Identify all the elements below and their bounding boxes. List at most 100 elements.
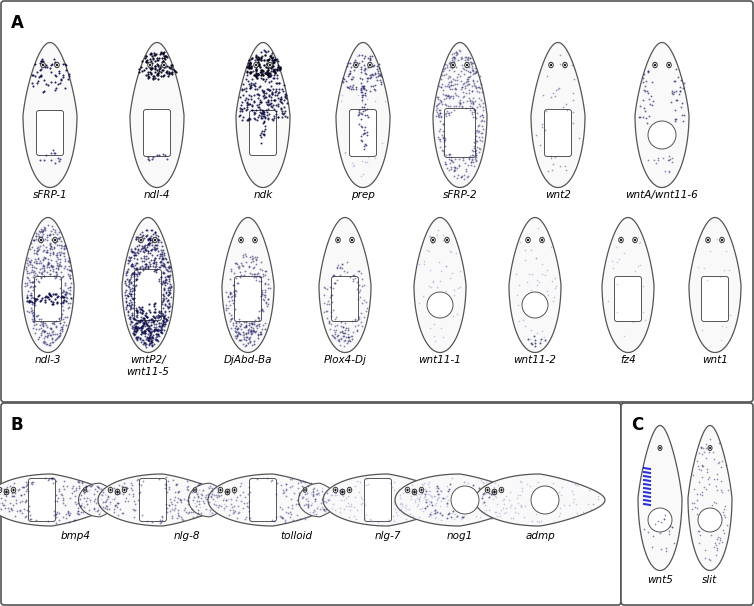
Point [109, 501, 121, 510]
Point [161, 154, 173, 164]
Point [97, 497, 109, 507]
Point [139, 326, 152, 336]
Point [512, 301, 524, 310]
Point [156, 512, 168, 522]
Point [342, 483, 354, 493]
Point [253, 315, 265, 325]
Point [100, 501, 112, 511]
Point [458, 511, 470, 521]
Point [35, 315, 47, 324]
Point [719, 265, 731, 275]
Point [443, 484, 455, 493]
Point [674, 85, 686, 95]
Point [150, 240, 162, 250]
Point [241, 98, 253, 107]
Point [259, 76, 271, 85]
Point [268, 65, 280, 75]
Point [84, 497, 96, 507]
Point [332, 260, 344, 270]
Point [348, 511, 360, 521]
Point [435, 112, 447, 122]
Point [356, 81, 368, 91]
Point [39, 295, 51, 305]
Point [446, 84, 458, 94]
Point [345, 62, 357, 72]
Point [419, 504, 431, 513]
Point [466, 145, 478, 155]
Point [435, 487, 447, 496]
Point [164, 285, 176, 295]
Point [21, 266, 33, 276]
Point [503, 496, 515, 505]
Ellipse shape [720, 238, 725, 243]
Point [37, 325, 49, 335]
Point [121, 301, 133, 310]
Point [158, 273, 170, 282]
Point [145, 336, 157, 345]
Point [162, 291, 174, 301]
Ellipse shape [116, 491, 118, 493]
Point [247, 74, 259, 84]
Point [130, 268, 143, 278]
Point [700, 276, 713, 285]
Point [566, 477, 578, 487]
Point [96, 490, 108, 500]
Point [142, 235, 154, 245]
Point [26, 238, 38, 247]
Point [57, 495, 69, 505]
Point [441, 513, 453, 522]
Point [39, 297, 51, 307]
Point [239, 250, 251, 259]
Point [473, 483, 485, 493]
Point [362, 62, 374, 72]
Point [417, 291, 429, 301]
Point [331, 276, 343, 285]
Point [40, 320, 52, 330]
Point [149, 265, 161, 275]
Point [131, 324, 143, 334]
Point [541, 265, 553, 275]
Point [145, 255, 157, 265]
Point [461, 73, 474, 82]
Point [271, 479, 283, 488]
Point [253, 271, 265, 281]
Point [265, 515, 277, 525]
Point [156, 511, 168, 521]
Point [35, 71, 47, 81]
Point [347, 60, 359, 70]
Point [259, 266, 271, 276]
Point [477, 98, 489, 108]
Point [124, 290, 136, 299]
Point [262, 65, 274, 75]
Point [134, 318, 146, 327]
Point [130, 499, 142, 509]
Point [254, 62, 266, 72]
Point [42, 259, 54, 269]
Point [132, 316, 144, 325]
Point [0, 492, 2, 502]
Point [342, 498, 354, 508]
Point [144, 67, 156, 77]
Point [51, 264, 63, 273]
Point [241, 317, 253, 327]
Point [274, 65, 287, 75]
Point [696, 460, 708, 470]
Point [434, 276, 446, 285]
Text: wntP2/
wnt11-5: wntP2/ wnt11-5 [127, 355, 170, 376]
Point [241, 67, 253, 76]
Point [515, 477, 527, 487]
Point [456, 53, 468, 63]
Point [213, 491, 225, 501]
Point [258, 107, 270, 117]
Point [666, 522, 678, 532]
Polygon shape [0, 474, 117, 526]
Point [302, 501, 314, 511]
Point [366, 68, 379, 78]
Point [141, 333, 153, 343]
Point [418, 480, 430, 490]
Point [265, 66, 277, 76]
Point [461, 79, 474, 88]
Point [259, 88, 271, 98]
Point [415, 479, 428, 489]
Ellipse shape [116, 491, 118, 493]
